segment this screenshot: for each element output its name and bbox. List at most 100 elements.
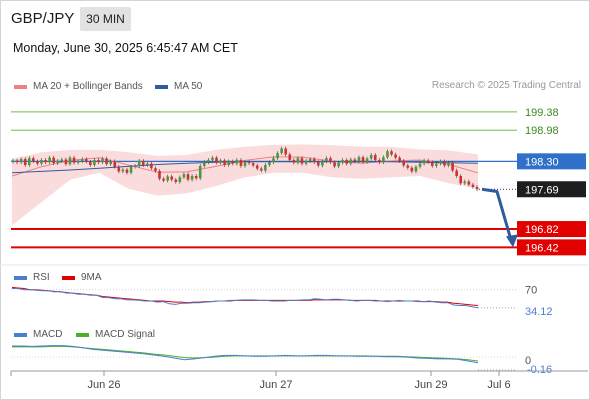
- candle-body: [93, 159, 96, 166]
- candle-body: [463, 181, 467, 184]
- candle-body: [373, 154, 377, 160]
- candle-body: [259, 168, 263, 171]
- candle-body: [211, 157, 214, 160]
- candle-body: [333, 162, 336, 167]
- candle-body: [426, 160, 430, 163]
- candle-body: [76, 161, 80, 163]
- candle-body: [439, 161, 442, 164]
- candle-body: [64, 159, 68, 165]
- legend-macd[interactable]: MACD: [33, 329, 63, 340]
- candle-body: [198, 165, 202, 179]
- candle-body: [329, 158, 332, 163]
- bollinger-band: [12, 144, 478, 226]
- candle-body: [247, 162, 251, 164]
- candle-body: [422, 160, 426, 164]
- candle-body: [207, 159, 210, 163]
- candle-body: [89, 161, 92, 166]
- price-panel: 199.38 198.98 198.30 196.82 196.42 197.69: [0, 107, 588, 266]
- candle-body: [125, 169, 129, 173]
- candle-body: [235, 159, 239, 164]
- candle-body: [44, 159, 47, 163]
- candle-body: [141, 160, 145, 166]
- macd-tick-0: 0: [525, 355, 531, 367]
- timeframe-button[interactable]: 30 MIN: [80, 7, 131, 31]
- candle-body: [170, 176, 174, 180]
- x-tick-label: Jul 6: [487, 379, 510, 391]
- candle-body: [414, 166, 418, 172]
- candle-body: [443, 161, 446, 166]
- candle-body: [406, 165, 410, 168]
- candle-body: [316, 162, 320, 166]
- legend-ma50[interactable]: MA 50: [174, 81, 203, 92]
- candle-body: [337, 162, 340, 167]
- candle-body: [60, 159, 64, 161]
- candle-body: [215, 157, 218, 163]
- pivot-tag: [517, 153, 586, 170]
- candle-body: [365, 158, 369, 162]
- candle-body: [325, 158, 328, 162]
- macd-signal-line: [12, 345, 479, 362]
- candle-body: [276, 153, 279, 159]
- candle-body: [308, 159, 312, 161]
- candle-body: [80, 159, 84, 162]
- candle-body: [418, 163, 422, 167]
- candle-body: [68, 157, 72, 165]
- candle-body: [255, 165, 259, 169]
- last-price-tag: [517, 181, 586, 198]
- x-tick-label: Jun 29: [414, 379, 447, 391]
- timestamp: Monday, June 30, 2025 6:45:47 AM CET: [13, 41, 238, 55]
- support-tag: [517, 239, 586, 256]
- candle-body: [162, 178, 165, 181]
- candle-body: [272, 158, 275, 163]
- rsi-current-label: 34.12: [525, 306, 553, 318]
- candle-body: [182, 174, 186, 178]
- candle-body: [72, 157, 76, 163]
- support-label: 196.42: [525, 242, 559, 254]
- candle-body: [19, 159, 23, 163]
- candle-body: [146, 163, 149, 166]
- candle-body: [304, 160, 308, 164]
- candle-body: [467, 181, 471, 185]
- candle-body: [284, 148, 288, 155]
- candle-body: [109, 161, 112, 165]
- resistance-label: 198.98: [525, 125, 559, 137]
- candle-body: [166, 176, 169, 181]
- candle-body: [97, 159, 100, 163]
- candle-body: [186, 174, 190, 180]
- credit-text: Research © 2025 Trading Central: [431, 80, 581, 91]
- candle-body: [52, 157, 56, 164]
- candle-body: [243, 162, 247, 166]
- symbol-title: GBP/JPY: [11, 10, 75, 27]
- candle-body: [23, 159, 27, 166]
- legend-macd-signal[interactable]: MACD Signal: [95, 329, 156, 340]
- legend-rsi-ma[interactable]: 9MA: [81, 272, 102, 283]
- candle-body: [369, 154, 373, 159]
- candle-body: [239, 159, 243, 166]
- candle-body: [121, 169, 125, 172]
- candle-body: [361, 157, 365, 162]
- candle-body: [382, 157, 385, 163]
- macd-panel: 0-0.16: [11, 345, 552, 376]
- candle-body: [158, 170, 161, 179]
- macd-line: [12, 345, 479, 364]
- candle-body: [190, 175, 194, 180]
- candle-body: [150, 163, 153, 169]
- candle-body: [202, 162, 206, 166]
- candle-body: [194, 175, 198, 179]
- candle-body: [32, 158, 35, 162]
- candle-body: [178, 177, 182, 182]
- support-label: 196.82: [525, 224, 559, 236]
- ma20-swatch: [14, 85, 27, 89]
- candle-body: [459, 175, 463, 184]
- ma50-swatch: [155, 85, 168, 89]
- candle-body: [227, 161, 231, 166]
- rsi-line: [12, 288, 479, 309]
- resistance-label: 199.38: [525, 107, 559, 119]
- candle-body: [394, 154, 397, 158]
- legend-ma20[interactable]: MA 20 + Bollinger Bands: [33, 81, 143, 92]
- candle-body: [288, 154, 292, 160]
- candle-body: [280, 148, 283, 154]
- rsi-ma-line: [11, 286, 479, 306]
- candle-body: [353, 159, 357, 162]
- legend-rsi[interactable]: RSI: [33, 272, 50, 283]
